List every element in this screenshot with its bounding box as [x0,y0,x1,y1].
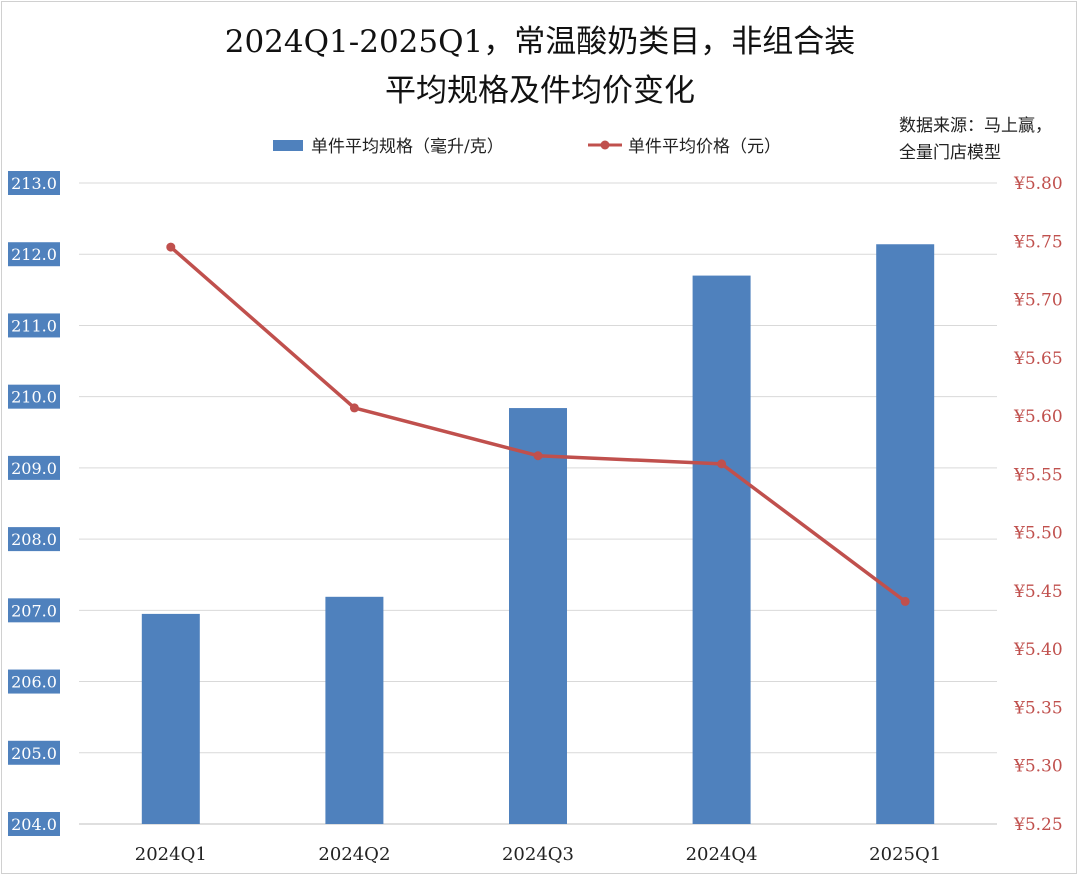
right-axis: ¥5.25 ¥5.30 ¥5.35 ¥5.40 ¥5.45 ¥5.50 ¥5.55 ¥5.60… [1013,174,1063,835]
bar [325,596,384,824]
source-note: 数据来源：马上赢， 全量门店模型 [899,116,1052,163]
right-tick-label: ¥5.35 [1013,698,1063,718]
legend-bar-swatch [273,140,303,151]
right-tick-label: ¥5.60 [1013,407,1063,427]
legend: 单件平均规格（毫升/克） 单件平均价格（元） [273,137,781,157]
x-axis: 2024Q1 2024Q2 2024Q3 2024Q4 2025Q1 [135,844,941,865]
left-tick-label: 213.0 [11,174,57,193]
right-tick-label: ¥5.25 [1013,815,1063,835]
left-tick-label: 210.0 [11,388,57,407]
x-tick-label: 2024Q2 [318,844,390,865]
title-line-2: 平均规格及件均价变化 [385,73,695,109]
bar [692,275,751,825]
line-series [166,242,910,606]
left-tick-label: 204.0 [11,815,57,834]
line-point [717,459,727,469]
right-tick-label: ¥5.30 [1013,757,1063,777]
left-tick-bg [8,669,60,694]
left-tick-bg [8,384,60,409]
title-line-1: 2024Q1-2025Q1，常温酸奶类目，非组合装 [225,24,856,60]
bar-series [141,244,935,825]
right-tick-label: ¥5.45 [1013,582,1063,602]
left-tick-bg [8,812,60,836]
left-tick-label: 211.0 [11,316,57,335]
gridlines [79,182,997,825]
left-tick-bg [8,455,60,480]
source-line-2: 全量门店模型 [899,143,1001,163]
left-tick-bg [8,313,60,338]
line-point [166,242,176,252]
left-tick-label: 205.0 [11,744,57,763]
right-tick-label: ¥5.65 [1013,349,1063,369]
left-tick-label: 206.0 [11,673,57,692]
bar [876,244,935,825]
left-tick-label: 209.0 [11,459,57,478]
left-tick-bg [8,242,60,267]
line-point [900,596,910,606]
source-line-1: 数据来源：马上赢， [899,116,1052,136]
bar [141,613,200,824]
right-tick-label: ¥5.75 [1013,232,1063,252]
x-tick-label: 2024Q4 [686,844,758,865]
right-tick-label: ¥5.55 [1013,465,1063,485]
line-point [533,451,543,461]
left-tick-label: 212.0 [11,245,57,264]
line-point [349,403,359,413]
left-tick-bg [8,527,60,552]
legend-line-label: 单件平均价格（元） [628,137,781,157]
x-tick-label: 2024Q1 [135,844,207,865]
right-tick-label: ¥5.70 [1013,291,1063,311]
left-tick-label: 207.0 [11,601,57,620]
right-tick-label: ¥5.40 [1013,640,1063,660]
x-tick-label: 2025Q1 [869,844,941,865]
left-tick-bg [8,171,60,195]
x-tick-label: 2024Q3 [502,844,574,865]
legend-bar-label: 单件平均规格（毫升/克） [311,137,504,157]
right-tick-label: ¥5.80 [1013,174,1063,194]
left-tick-bg [8,598,60,623]
legend-line-marker [600,140,610,150]
right-tick-label: ¥5.50 [1013,524,1063,544]
chart-title: 2024Q1-2025Q1，常温酸奶类目，非组合装 平均规格及件均价变化 [225,24,856,109]
left-tick-bg [8,740,60,765]
left-axis: 204.0 205.0 206.0 207.0 208.0 209.0 210.0 211.0… [8,171,60,836]
bar [509,408,567,824]
left-tick-label: 208.0 [11,530,57,549]
